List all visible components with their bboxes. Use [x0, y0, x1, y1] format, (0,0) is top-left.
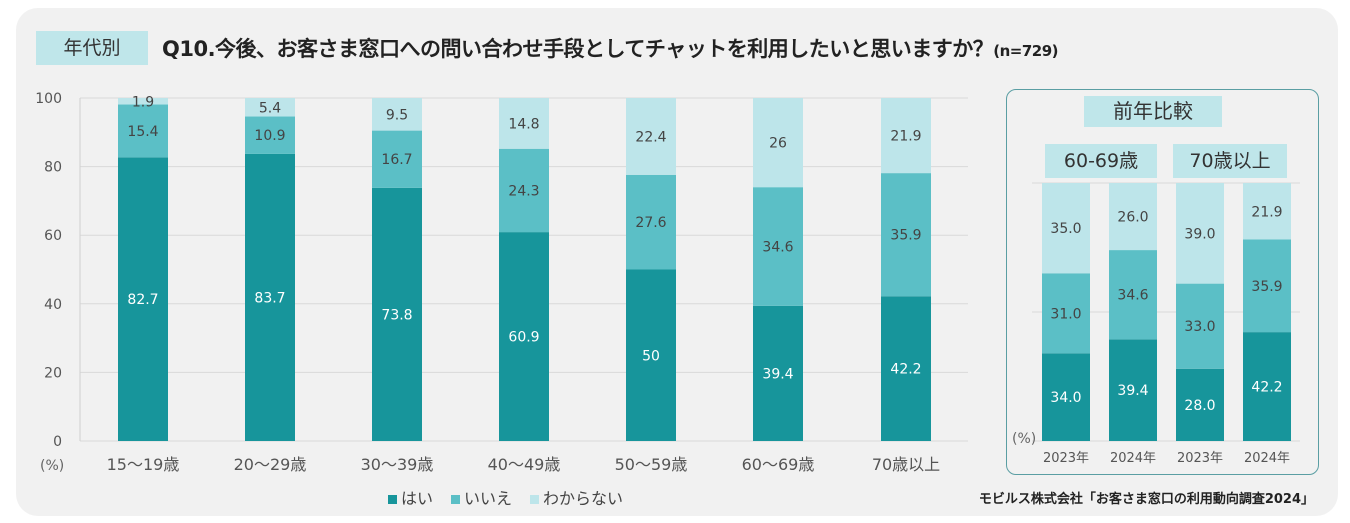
data-label: 10.9	[254, 128, 285, 144]
bar-segment-unknown	[1109, 183, 1157, 251]
data-label: 22.4	[635, 129, 666, 145]
y-tick-label: 60	[44, 228, 62, 244]
legend-no: いいえ	[451, 485, 512, 509]
bar-segment-yes	[245, 153, 295, 441]
data-label: 26.0	[1117, 210, 1148, 226]
bar-segment-yes	[881, 296, 931, 441]
x-category-label: 30～39歳	[361, 455, 434, 474]
bar-segment-unknown	[499, 98, 549, 149]
bar-segment-yes	[118, 157, 168, 442]
bar-segment-no	[1243, 239, 1291, 333]
data-label: 82.7	[127, 292, 158, 308]
bar-segment-no	[626, 174, 676, 270]
y-tick-label: 40	[44, 297, 62, 313]
bar-segment-no	[245, 116, 295, 154]
bar-segment-no	[372, 130, 422, 188]
legend: はい いいえ わからない	[388, 485, 623, 509]
bar-segment-unknown	[1176, 183, 1224, 284]
y-unit-label: (%)	[1012, 431, 1036, 447]
comparison-panel	[1006, 89, 1319, 475]
bar-segment-yes	[626, 269, 676, 441]
bar-segment-yes	[1109, 339, 1157, 441]
y-tick-label: 100	[35, 91, 62, 107]
bar-segment-unknown	[118, 98, 168, 105]
bar-segment-unknown	[881, 98, 931, 174]
data-label: 42.2	[1251, 380, 1282, 396]
data-label: 31.0	[1050, 306, 1081, 322]
x-category-label: 50～59歳	[615, 455, 688, 474]
y-unit-label: (%)	[40, 458, 64, 474]
data-label: 39.4	[1117, 383, 1148, 399]
data-label: 42.2	[890, 362, 921, 378]
data-label: 21.9	[1251, 204, 1282, 220]
data-label: 34.6	[762, 240, 793, 256]
group-label-60s: 60-69歳	[1045, 144, 1157, 178]
data-label: 26	[769, 136, 787, 152]
data-label: 28.0	[1184, 398, 1215, 414]
comparison-title: 前年比較	[1084, 96, 1222, 127]
data-label: 35.9	[1251, 279, 1282, 295]
bar-segment-no	[753, 187, 803, 306]
bar-segment-no	[1109, 250, 1157, 340]
x-category-label: 2024年	[1244, 451, 1290, 466]
data-label: 1.9	[132, 94, 154, 110]
bar-segment-unknown	[626, 98, 676, 175]
data-label: 24.3	[508, 183, 539, 199]
data-label: 9.5	[386, 107, 408, 123]
data-label: 35.9	[890, 228, 921, 244]
x-category-label: 15～19歳	[107, 455, 180, 474]
data-label: 73.8	[381, 307, 412, 323]
legend-unknown: わからない	[530, 485, 623, 509]
data-label: 83.7	[254, 290, 285, 306]
x-category-label: 2023年	[1043, 451, 1089, 466]
bar-segment-unknown	[753, 98, 803, 188]
data-label: 5.4	[259, 100, 281, 116]
bar-segment-yes	[753, 305, 803, 441]
y-tick-label: 0	[53, 434, 62, 450]
bar-segment-yes	[499, 232, 549, 441]
data-label: 34.0	[1050, 390, 1081, 406]
title-text: Q10.今後、お客さま窓口への問い合わせ手段としてチャットを利用したいと思います…	[162, 37, 994, 61]
data-label: 27.6	[635, 215, 666, 231]
data-label: 35.0	[1050, 221, 1081, 237]
bar-segment-yes	[1176, 368, 1224, 441]
chart-title: Q10.今後、お客さま窓口への問い合わせ手段としてチャットを利用したいと思います…	[162, 33, 1058, 63]
bar-segment-no	[881, 173, 931, 297]
sample-size: (n=729)	[993, 42, 1058, 60]
bar-segment-unknown	[372, 98, 422, 131]
data-label: 14.8	[508, 116, 539, 132]
y-tick-label: 80	[44, 160, 62, 176]
bar-segment-unknown	[1243, 183, 1291, 240]
data-label: 60.9	[508, 330, 539, 346]
x-category-label: 2023年	[1177, 451, 1223, 466]
legend-yes: はい	[388, 485, 433, 509]
bar-segment-no	[118, 104, 168, 158]
bar-segment-yes	[372, 187, 422, 441]
data-label: 39.0	[1184, 226, 1215, 242]
bar-segment-no	[499, 148, 549, 233]
bar-segment-no	[1042, 273, 1090, 354]
x-category-label: 60～69歳	[742, 455, 815, 474]
x-category-label: 20～29歳	[234, 455, 307, 474]
x-category-label: 2024年	[1110, 451, 1156, 466]
bar-segment-yes	[1243, 332, 1291, 441]
group-label-70plus: 70歳以上	[1173, 144, 1287, 178]
data-label: 34.6	[1117, 288, 1148, 304]
x-category-label: 70歳以上	[872, 455, 940, 474]
data-label: 21.9	[890, 129, 921, 145]
data-label: 15.4	[127, 124, 158, 140]
bar-segment-unknown	[245, 98, 295, 117]
y-tick-label: 20	[44, 365, 62, 381]
data-label: 33.0	[1184, 319, 1215, 335]
bar-segment-unknown	[1042, 183, 1090, 274]
source-note: モビルス株式会社「お客さま窓口の利用動向調査2024」	[978, 492, 1314, 507]
category-tag: 年代別	[36, 31, 148, 65]
data-label: 39.4	[762, 366, 793, 382]
bar-segment-yes	[1042, 353, 1090, 441]
bar-segment-no	[1176, 283, 1224, 369]
x-category-label: 40～49歳	[488, 455, 561, 474]
data-label: 16.7	[381, 152, 412, 168]
data-label: 50	[642, 348, 660, 364]
